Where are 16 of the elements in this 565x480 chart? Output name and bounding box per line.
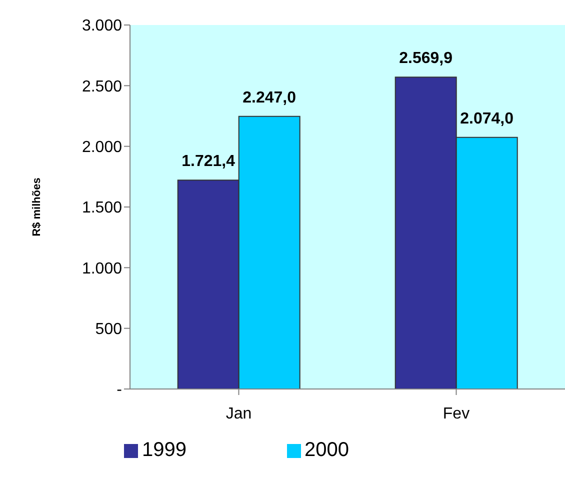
data-label: 2.569,9: [399, 50, 453, 68]
y-tick-label: 1.500: [82, 200, 122, 217]
legend-label: 2000: [304, 439, 349, 461]
legend-label: 1999: [142, 439, 186, 461]
y-tick-label: 3.000: [82, 18, 122, 35]
x-tick-label: Fev: [442, 405, 470, 422]
y-tick-label: 1.000: [82, 260, 122, 278]
y-tick-label: -: [116, 382, 122, 399]
y-axis-title: R$ milhões: [30, 178, 43, 236]
data-label: 2.074,0: [460, 110, 514, 128]
data-label: 2.247,0: [242, 89, 296, 106]
y-tick-label: 2.000: [82, 139, 122, 156]
x-tick-label: Jan: [226, 405, 252, 422]
y-tick-label: 500: [95, 321, 122, 338]
y-tick-label: 2.500: [82, 78, 122, 96]
data-label: 1.721,4: [182, 153, 236, 170]
